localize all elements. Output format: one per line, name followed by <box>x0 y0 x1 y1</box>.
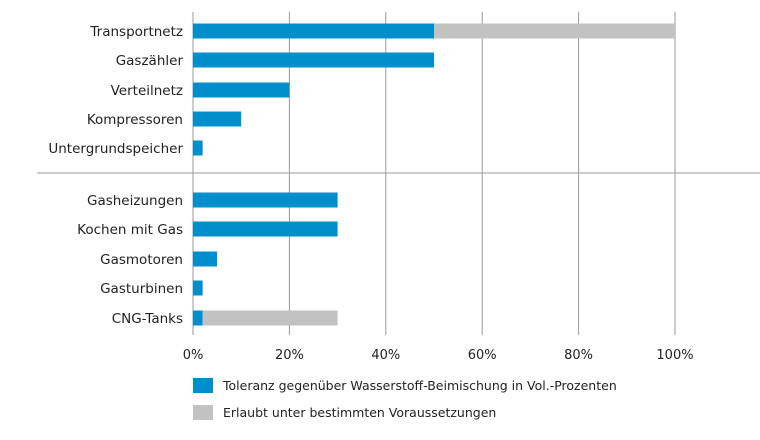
bar-tolerance <box>193 192 338 208</box>
category-label: Untergrundspeicher <box>48 141 183 157</box>
bar-tolerance <box>193 82 290 98</box>
bar-tolerance <box>193 52 434 68</box>
category-label: Gasmotoren <box>100 252 183 268</box>
category-label: Kochen mit Gas <box>77 222 183 238</box>
category-label: CNG-Tanks <box>112 311 183 327</box>
bar-tolerance <box>193 310 203 326</box>
x-tick-label: 0% <box>183 348 204 363</box>
bar-tolerance <box>193 140 203 156</box>
bar-tolerance <box>193 23 434 39</box>
bar-tolerance <box>193 221 338 237</box>
x-tick-label: 40% <box>371 348 400 363</box>
legend-swatch <box>193 378 213 393</box>
category-label: Gasturbinen <box>100 281 183 297</box>
bar-conditional <box>434 23 675 39</box>
category-label: Gaszähler <box>116 53 184 69</box>
x-tick-label: 20% <box>275 348 304 363</box>
category-label: Verteilnetz <box>111 83 183 99</box>
legend-label: Erlaubt unter bestimmten Voraussetzungen <box>223 405 496 420</box>
x-tick-label: 100% <box>656 348 693 363</box>
legend-label: Toleranz gegenüber Wasserstoff-Beimischu… <box>222 378 617 393</box>
legend-swatch <box>193 405 213 420</box>
x-tick-label: 60% <box>468 348 497 363</box>
bar-conditional <box>202 310 338 326</box>
category-label: Transportnetz <box>89 24 183 40</box>
bar-tolerance <box>193 251 218 267</box>
category-label: Gasheizungen <box>87 193 183 209</box>
bar-tolerance <box>193 111 242 127</box>
bar-tolerance <box>193 280 203 296</box>
category-label: Kompressoren <box>87 112 183 128</box>
x-tick-label: 80% <box>564 348 593 363</box>
